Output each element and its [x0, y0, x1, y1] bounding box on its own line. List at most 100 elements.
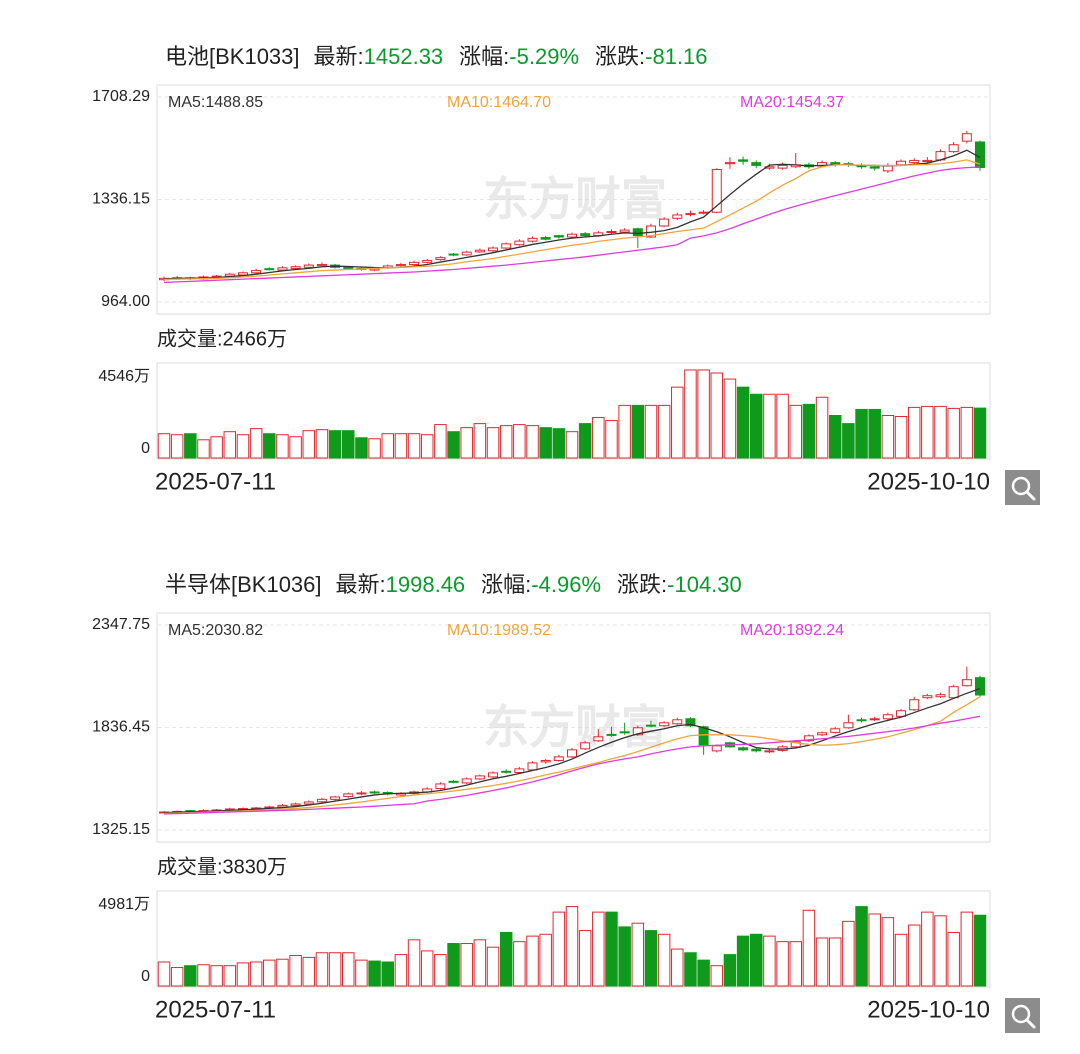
candle-body — [830, 162, 841, 165]
volume-bar — [973, 914, 987, 987]
ma-line — [163, 715, 981, 815]
volume-bar — [342, 430, 355, 459]
volume-bar — [921, 405, 934, 459]
candle-body — [830, 728, 841, 733]
ma-label: MA5:2030.82 — [168, 622, 263, 639]
volume-bar — [499, 425, 513, 459]
volume-bar — [934, 405, 947, 459]
volume-bar — [394, 433, 408, 459]
volume-bar — [276, 958, 289, 987]
y-tick-label: 964.00 — [101, 293, 150, 310]
candle-body — [935, 694, 946, 698]
candle-body — [395, 264, 406, 267]
volume-bar — [763, 935, 776, 987]
volume-bar — [815, 396, 829, 459]
volume-bar — [223, 431, 237, 459]
candle-body — [593, 736, 604, 742]
volume-bar — [881, 415, 895, 459]
candle-body — [685, 718, 696, 727]
volume-bar — [723, 954, 737, 987]
volume-bar — [868, 913, 881, 987]
volume-bar — [802, 403, 816, 459]
header-change-pct: -5.29% — [509, 44, 579, 69]
candle-body — [567, 749, 577, 758]
ma-line — [163, 687, 981, 814]
volume-bar — [447, 943, 460, 987]
zoom-icon-handle — [1025, 1018, 1036, 1029]
chart-header: 半导体[BK1036] 最新:1998.46 涨幅:-4.96% 涨跌:-104.30 — [165, 572, 742, 597]
volume-bar — [368, 438, 381, 459]
ma-label: MA20:1892.24 — [740, 622, 844, 639]
candle-body — [580, 742, 591, 750]
candle-body — [619, 731, 630, 734]
volume-bar — [973, 407, 987, 459]
volume-bar — [671, 386, 684, 459]
volume-bar — [565, 431, 579, 459]
volume-bar — [947, 931, 960, 987]
candle-body — [290, 266, 301, 269]
header-change-label: 涨跌: — [595, 44, 645, 69]
volume-bar — [526, 935, 539, 987]
y-tick-label: 1836.45 — [92, 719, 150, 736]
header-latest: 1998.46 — [386, 572, 466, 597]
volume-bar — [592, 417, 605, 459]
candle-body — [527, 237, 538, 242]
volume-bar — [513, 424, 526, 459]
volume-bar — [644, 404, 658, 459]
candle-body — [896, 710, 907, 717]
candle-body — [356, 792, 367, 795]
volume-bar — [631, 922, 645, 987]
volume-bar — [355, 437, 368, 459]
volume-bar — [342, 952, 355, 987]
candle-body — [409, 261, 420, 266]
volume-bar — [605, 420, 618, 459]
volume-bar — [526, 425, 539, 459]
candle-body — [659, 218, 670, 227]
y-tick-label: 1325.15 — [92, 821, 150, 838]
volume-bar — [802, 909, 816, 987]
volume-bar — [420, 950, 434, 987]
volume-bar — [736, 386, 750, 459]
volume-bar — [697, 959, 710, 987]
header-change: -81.16 — [645, 44, 707, 69]
volume-bar — [315, 952, 329, 987]
ma-label: MA5:1488.85 — [168, 94, 263, 111]
watermark: 东方财富 — [483, 173, 667, 225]
volume-bar — [263, 433, 276, 459]
volume-bar — [473, 423, 487, 459]
volume-bar — [842, 920, 855, 987]
volume-bar — [842, 423, 855, 459]
volume-bar — [789, 404, 802, 459]
candle-body — [961, 679, 972, 687]
zoom-icon-handle — [1025, 490, 1036, 501]
volume-bar — [618, 926, 631, 987]
volume-bar — [460, 943, 473, 987]
zoom-button[interactable] — [1005, 470, 1040, 505]
volume-bar — [723, 378, 737, 459]
candle-body — [501, 243, 512, 249]
volume-bar — [170, 967, 184, 987]
volume-bar — [355, 959, 368, 987]
candle-body — [751, 162, 762, 166]
volume-bar — [249, 428, 263, 459]
volume-bar — [263, 959, 276, 987]
volume-bar — [289, 955, 302, 987]
volume-bar — [750, 933, 763, 987]
candle-body — [474, 775, 485, 780]
volume-bar — [223, 965, 237, 987]
zoom-icon — [1011, 476, 1031, 496]
volume-bar — [447, 431, 460, 459]
volume-bar — [381, 433, 394, 459]
header-name: 电池[BK1033] — [165, 44, 300, 69]
candle-body — [619, 229, 630, 233]
candle-body — [435, 783, 446, 790]
zoom-button[interactable] — [1005, 998, 1040, 1033]
volume-bar — [631, 404, 645, 459]
candle-body — [711, 745, 722, 752]
candle-body — [869, 166, 880, 169]
ma-label: MA10:1989.52 — [447, 622, 551, 639]
volume-bar — [657, 933, 671, 987]
volume-bar — [960, 911, 974, 987]
volume-bar — [486, 946, 500, 987]
